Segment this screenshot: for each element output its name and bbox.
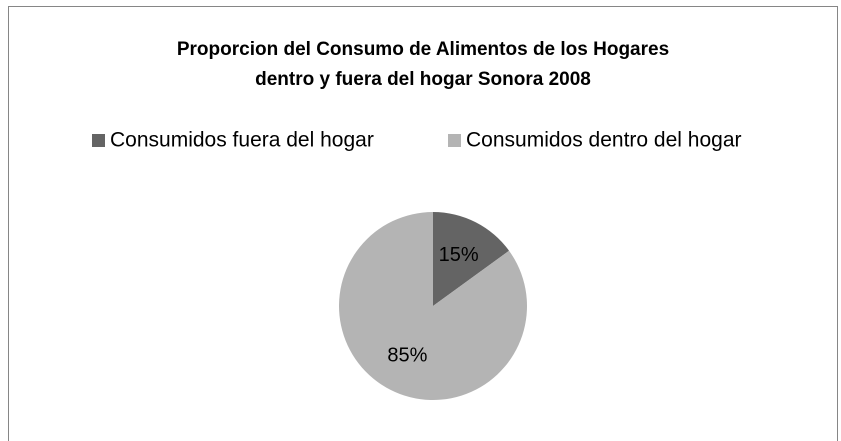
data-label: 15% xyxy=(439,244,479,266)
data-label: 85% xyxy=(387,345,427,367)
pie-slice xyxy=(339,212,527,401)
pie-slice xyxy=(433,212,510,306)
legend-swatch xyxy=(92,134,105,147)
chart-title: dentro y fuera del hogar Sonora 2008 xyxy=(255,69,591,90)
legend-swatch xyxy=(448,134,461,147)
chart-title: Proporcion del Consumo de Alimentos de l… xyxy=(177,39,669,60)
legend-label: Consumidos dentro del hogar xyxy=(466,129,742,152)
legend-label: Consumidos fuera del hogar xyxy=(110,129,374,152)
